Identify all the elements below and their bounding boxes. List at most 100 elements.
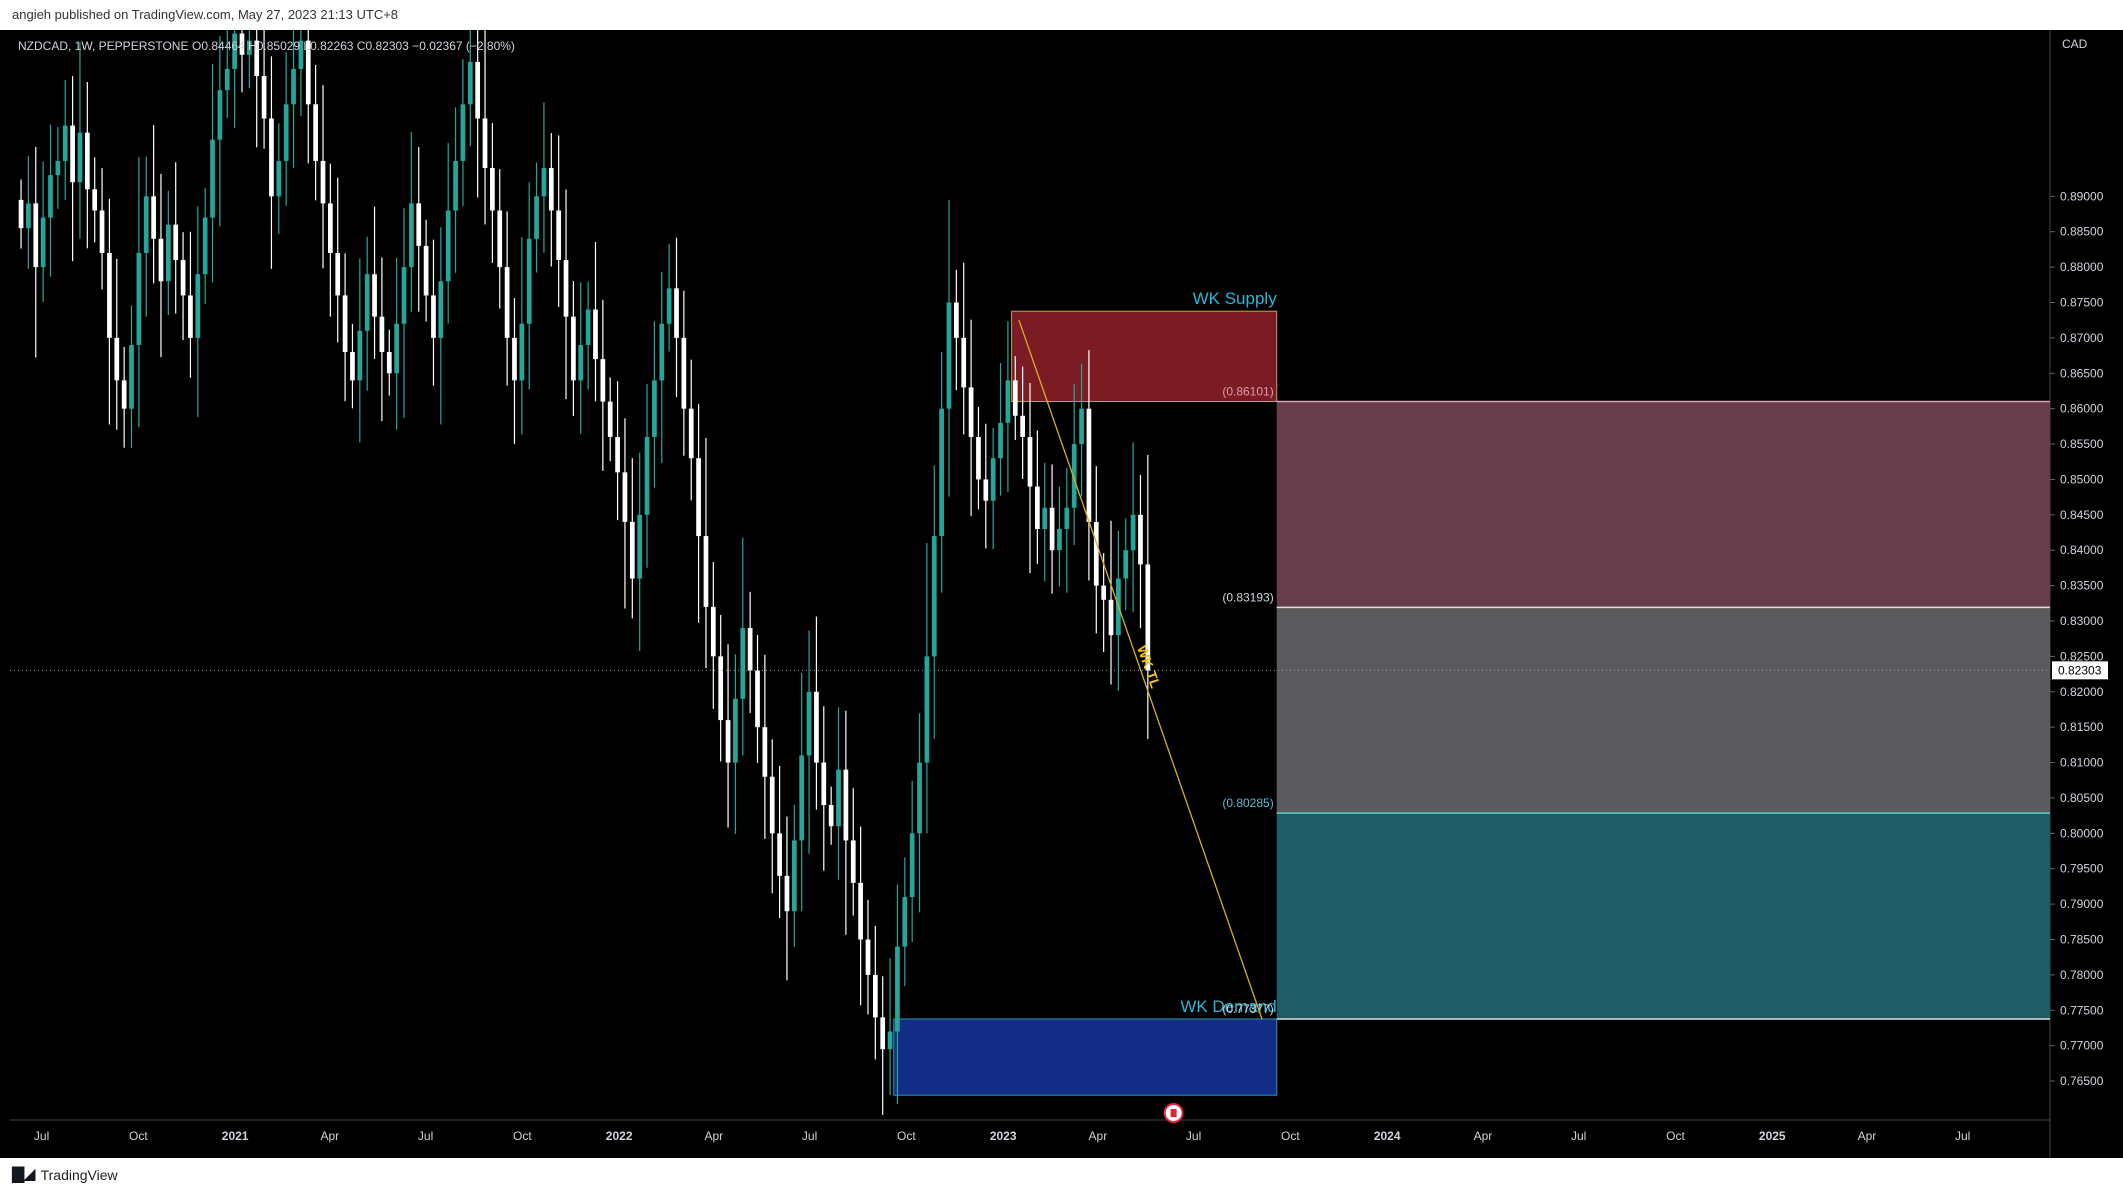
time-tick-label: 2022 [606, 1129, 633, 1143]
candle-body [438, 281, 444, 338]
candle-body [1079, 408, 1084, 445]
candle-body [593, 309, 598, 360]
trendline-wk-tl[interactable] [1018, 319, 1263, 1020]
candle-body [33, 203, 39, 268]
candle-body [887, 1031, 893, 1050]
fib-level-label: (0.83193) [1222, 590, 1273, 604]
price-tick-label: 0.82000 [2060, 685, 2104, 699]
candle-body [1093, 521, 1099, 586]
candle-body [534, 196, 539, 239]
candle-body [70, 125, 75, 183]
candle-body [1071, 444, 1077, 508]
candle-body [976, 436, 981, 480]
time-tick-label: Oct [1281, 1129, 1300, 1143]
price-tick-label: 0.83500 [2060, 579, 2104, 593]
candle-body [740, 628, 746, 699]
time-tick-label: Oct [129, 1129, 148, 1143]
candle-body [453, 160, 458, 211]
fib-layer: (0.86101) (0.83193) (0.80285) (0.77377) [1222, 385, 2050, 1020]
candle-body [202, 217, 208, 275]
candle-body [386, 352, 392, 374]
fib-level-label: (0.86101) [1222, 385, 1273, 399]
candle-body [246, 40, 252, 55]
candle-body [48, 175, 53, 218]
time-tick-label: Apr [705, 1129, 724, 1143]
time-tick-label: Apr [320, 1129, 339, 1143]
candle-body [1123, 550, 1129, 579]
candle-body [880, 1017, 886, 1050]
time-tick-label: 2025 [1759, 1129, 1786, 1143]
candle-body [1005, 380, 1011, 423]
price-axis[interactable]: CAD 0.89000 0.88500 0.88000 0.87500 0.87000 0.… [2050, 37, 2108, 1088]
candle-body [224, 68, 230, 91]
tradingview-logo-icon: ▇◢ [12, 1166, 36, 1183]
candle-body [490, 168, 495, 211]
candle-body [990, 458, 996, 501]
candle-body [1042, 507, 1048, 529]
candle-body [622, 472, 628, 522]
candle-body [423, 245, 429, 296]
candle-body [467, 61, 473, 105]
candle-body [151, 196, 156, 239]
candle-body [548, 168, 554, 211]
canada-flag-icon-mark [1170, 1109, 1177, 1117]
candle-body [998, 422, 1003, 459]
candle-body [195, 274, 201, 338]
price-tick-label: 0.82500 [2060, 649, 2104, 663]
published-text: angieh published on TradingView.com, May… [12, 7, 399, 22]
candle-body [791, 840, 797, 912]
time-tick-label: Jul [34, 1129, 49, 1143]
time-axis[interactable]: Jul Oct 2021 Apr Jul Oct 2022 Apr Jul Oct 2023 Apr J… [34, 1129, 1970, 1143]
candle-body [77, 132, 83, 183]
price-tick-label: 0.84000 [2060, 543, 2104, 557]
fib-band [1276, 607, 2050, 814]
fib-band [1276, 401, 2050, 608]
price-tick-label: 0.87500 [2060, 296, 2104, 310]
zone-demand[interactable] [893, 1018, 1278, 1096]
candle-body [637, 514, 643, 579]
candle-body [836, 769, 841, 827]
published-header: angieh published on TradingView.com, May… [0, 0, 2123, 30]
candle-body [165, 224, 171, 282]
candle-body [718, 656, 724, 721]
candles-layer [18, 30, 1151, 1115]
price-tick-label: 0.76500 [2060, 1074, 2104, 1088]
candle-body [1027, 436, 1033, 487]
candle-body [26, 203, 31, 229]
time-tick-label: Oct [513, 1129, 532, 1143]
candle-body [784, 875, 790, 912]
candle-body [305, 40, 311, 105]
zone-supply[interactable] [1011, 310, 1278, 403]
candle-body [136, 252, 142, 345]
candle-body [850, 840, 856, 883]
candle-body [445, 210, 451, 282]
price-tick-label: 0.85500 [2060, 437, 2104, 451]
footer-brand[interactable]: ▇◢ TradingView [12, 1159, 118, 1191]
candle-body [416, 203, 422, 246]
current-price-badge-label: 0.82303 [2058, 663, 2102, 677]
candle-body [180, 260, 186, 296]
candle-body [755, 670, 760, 728]
price-tick-label: 0.89000 [2060, 189, 2104, 203]
candle-body [409, 203, 414, 268]
candle-body [828, 805, 834, 827]
price-tick-label: 0.79500 [2060, 862, 2104, 876]
candle-body [394, 323, 399, 374]
candle-body [143, 196, 149, 253]
candle-body [1064, 507, 1070, 529]
candle-body [733, 698, 738, 763]
footer-brand-label: TradingView [40, 1167, 118, 1183]
candle-body [777, 833, 782, 876]
time-tick-label: Jul [802, 1129, 817, 1143]
candle-body [350, 352, 355, 381]
price-tick-label: 0.78000 [2060, 968, 2104, 982]
candle-body [283, 104, 289, 161]
time-tick-label: Oct [1666, 1129, 1685, 1143]
price-tick-label: 0.80000 [2060, 826, 2104, 840]
footer: ▇◢ TradingView [0, 1158, 2123, 1190]
candle-body [541, 168, 547, 197]
candle-body [276, 160, 282, 197]
candle-body [1020, 415, 1025, 437]
candle-body [497, 210, 503, 268]
